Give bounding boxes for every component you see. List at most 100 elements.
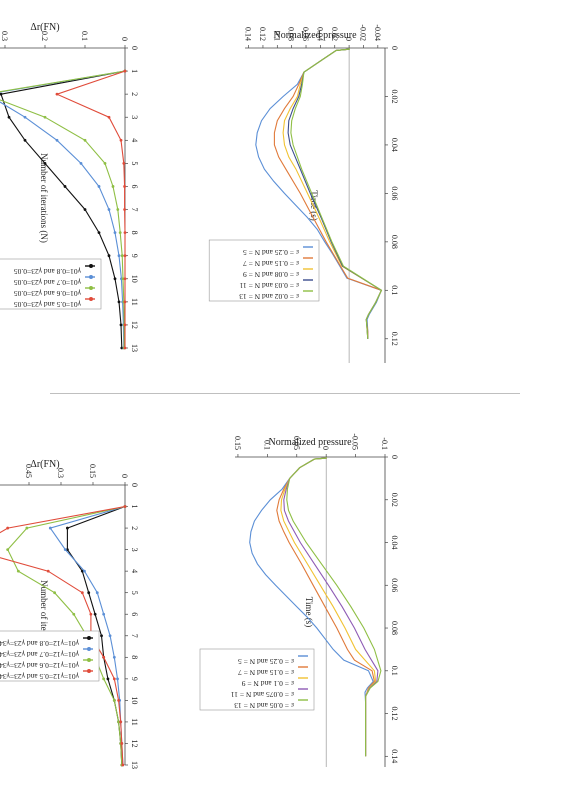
data-point xyxy=(43,115,47,119)
data-point xyxy=(63,185,67,188)
x-tick-label: 0.08 xyxy=(390,235,399,249)
x-tick-label: 0.04 xyxy=(390,536,399,550)
y-tick-label: -0.04 xyxy=(373,24,382,41)
legend-label: ε = 0.1 and N = 9 xyxy=(242,679,294,688)
y-tick-label: 0.05 xyxy=(292,436,301,450)
series-line-1 xyxy=(249,457,374,757)
legend-label: γ01=0.7 and γ23=0.05 xyxy=(14,278,82,287)
x-tick-label: 3 xyxy=(130,115,139,119)
y-axis-label: Normalized pressure xyxy=(268,437,352,448)
y-tick-label: 0.12 xyxy=(258,27,267,41)
data-point xyxy=(55,138,59,142)
data-point xyxy=(122,161,126,165)
x-tick-label: 0.1 xyxy=(390,666,399,676)
x-tick-label: 0 xyxy=(130,46,139,50)
data-point xyxy=(108,634,112,638)
data-point xyxy=(95,591,99,595)
y-tick-label: 0 xyxy=(120,37,129,41)
legend-box xyxy=(208,239,320,302)
data-point xyxy=(112,698,116,702)
data-point xyxy=(119,720,123,724)
data-point xyxy=(97,231,101,235)
data-point xyxy=(117,698,120,702)
data-point xyxy=(72,612,76,616)
x-tick-label: 0.14 xyxy=(390,749,399,763)
series-line-2 xyxy=(276,457,375,757)
legend-label: γ01=γ12=0.6 and γ23=γ34=0.2 xyxy=(0,661,80,670)
data-point xyxy=(102,677,106,681)
legend-box xyxy=(199,648,315,711)
data-point xyxy=(97,185,101,188)
data-point xyxy=(23,138,27,142)
legend-label: γ01=γ12=0.8 and γ23=γ34=0.2 xyxy=(0,639,80,648)
x-tick-label: 1 xyxy=(130,69,139,73)
legend-label: γ01=γ12=0.5 and γ23=γ34=0.2 xyxy=(0,672,80,681)
legend-label: ε = 0.15 and N = 7 xyxy=(243,259,299,268)
x-tick-label: 7 xyxy=(130,634,139,638)
x-tick-label: 7 xyxy=(130,208,139,212)
data-point xyxy=(87,591,91,595)
x-tick-label: 1 xyxy=(130,505,139,509)
data-point xyxy=(89,612,93,616)
x-tick-label: 0.12 xyxy=(390,707,399,721)
data-point xyxy=(117,300,121,304)
x-tick-label: 0.1 xyxy=(390,285,399,295)
data-point xyxy=(123,323,127,327)
legend-label: ε = 0.075 and N = 11 xyxy=(231,690,294,699)
x-tick-label: 0.06 xyxy=(390,578,399,592)
data-point xyxy=(46,569,50,573)
legend-label: ε = 0.05 and N = 13 xyxy=(234,701,294,710)
data-point xyxy=(23,115,27,119)
x-tick-label: 5 xyxy=(130,161,139,165)
x-tick-label: 6 xyxy=(130,184,139,188)
x-tick-label: 0.06 xyxy=(390,186,399,200)
x-tick-label: 9 xyxy=(130,677,139,681)
y-tick-label: 0.1 xyxy=(262,440,271,450)
data-point xyxy=(123,346,127,350)
data-point xyxy=(48,526,52,530)
x-tick-label: 11 xyxy=(130,298,139,306)
data-point xyxy=(107,115,111,119)
x-tick-label: 4 xyxy=(130,569,139,573)
x-tick-label: 8 xyxy=(130,655,139,659)
y-tick-label: 0 xyxy=(120,474,129,478)
x-tick-label: 6 xyxy=(130,612,139,616)
data-point xyxy=(123,231,127,235)
data-point xyxy=(119,323,123,327)
chart-p1: 0 0.02 0.04 0.06 0.08 0.1 0.12 -0.04 -0.02 0 0.02 0… xyxy=(208,24,399,363)
legend-label: ε = 0.15 and N = 7 xyxy=(238,668,294,677)
data-point xyxy=(102,655,106,659)
series-line-4 xyxy=(283,457,379,757)
legend-label: ε = 0.08 and N = 9 xyxy=(243,270,299,279)
legend: ε = 0.25 and N = 5 ε = 0.15 and N = 7 ε = … xyxy=(208,239,320,302)
y-tick-label: 0 xyxy=(321,446,330,450)
legend-box xyxy=(0,258,102,310)
legend-label: ε = 0.25 and N = 5 xyxy=(243,248,299,257)
y-axis-label: Δr(FN) xyxy=(30,459,59,470)
x-tick-label: 2 xyxy=(130,526,139,530)
data-point xyxy=(83,208,87,211)
legend: γ01=0.8 and γ23=0.05 γ01=0.7 and γ23=0.05… xyxy=(0,258,102,310)
y-tick-label: 0.3 xyxy=(56,468,65,478)
x-axis-label: Time (s) xyxy=(309,190,319,220)
y-tick-label: -0.02 xyxy=(358,24,367,41)
data-point xyxy=(123,300,127,304)
series-line-5 xyxy=(290,48,383,339)
legend: ε = 0.25 and N = 5 ε = 0.15 and N = 7 ε = … xyxy=(199,648,315,711)
x-tick-label: 10 xyxy=(130,696,139,704)
data-point xyxy=(120,346,124,350)
legend-label: ε = 0.25 and N = 5 xyxy=(238,657,294,666)
x-tick-label: 8 xyxy=(130,231,139,235)
data-point xyxy=(83,138,87,142)
data-point xyxy=(123,505,127,508)
data-point xyxy=(6,548,10,552)
legend-label: γ01=0.8 and γ23=0.05 xyxy=(14,267,82,276)
data-point xyxy=(121,277,125,281)
x-tick-label: 13 xyxy=(130,761,139,769)
y-tick-label: 0.08 xyxy=(287,27,296,41)
x-tick-label: 4 xyxy=(130,138,139,142)
chart-p2: 0 0.02 0.04 0.06 0.08 0.1 0.12 0.14 -0.1 -0.05 0 0.… xyxy=(199,433,399,767)
x-tick-label: 0 xyxy=(390,455,399,459)
